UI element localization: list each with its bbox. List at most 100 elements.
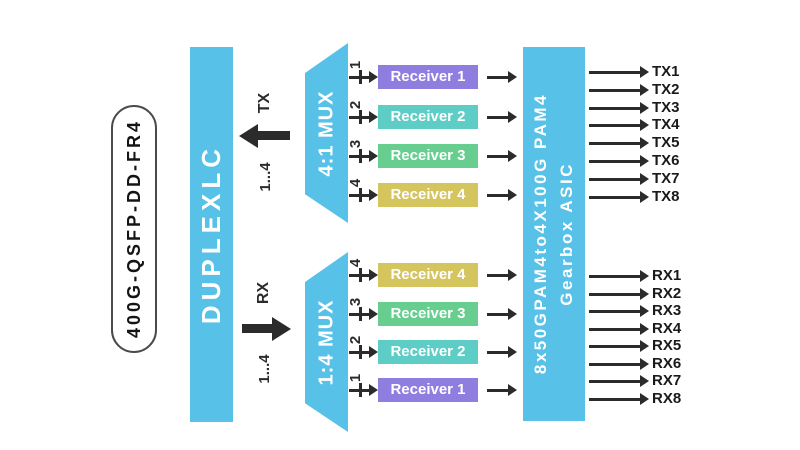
mux-4to1-label: 4:1 MUX [315,90,337,176]
receiver-block: Receiver 1 [378,65,478,89]
duplex-lc-block: DUPLEXLC [190,47,233,422]
gearbox-label-line2-wrap: Gearbox ASIC [552,47,582,421]
output-arrow-head [640,270,649,282]
lane-arrow-line [349,274,370,277]
output-arrow-head [640,375,649,387]
output-arrow-head [640,66,649,78]
receiver-block: Receiver 3 [378,302,478,326]
rx-direction-label: RX [255,281,272,305]
output-arrow-line [589,124,640,127]
receiver-to-gearbox-head [508,111,517,123]
receiver-to-gearbox-head [508,150,517,162]
lane-arrow-line [349,351,370,354]
output-arrow-head [640,358,649,370]
output-label: TX6 [652,152,680,169]
output-label: RX1 [652,267,682,284]
output-label: TX8 [652,188,680,205]
lane-arrow-head [369,111,378,123]
lane-arrow-line [349,155,370,158]
lane-arrow-head [369,384,378,396]
output-label: RX3 [652,302,682,319]
gearbox-label-line2: Gearbox ASIC [557,162,576,306]
output-label: TX5 [652,134,680,151]
output-label: RX6 [652,355,682,372]
output-arrow-head [640,137,649,149]
gearbox-asic-block [523,47,585,421]
tx-direction-label: TX [256,92,273,114]
tx-fiber-arrow-shaft [257,131,290,140]
output-label: RX4 [652,320,682,337]
lane-arrow-line [349,313,370,316]
tx-fiber-arrow-head [239,123,258,148]
output-arrow-head [640,102,649,114]
output-label: TX1 [652,63,680,80]
output-arrow-head [640,305,649,317]
output-label: TX4 [652,116,680,133]
output-label: RX8 [652,390,682,407]
output-arrow-line [589,71,640,74]
output-arrow-line [589,363,640,366]
output-arrow-line [589,380,640,383]
output-arrow-line [589,293,640,296]
output-arrow-head [640,340,649,352]
output-arrow-line [589,275,640,278]
rx-fiber-arrow-shaft [242,324,273,333]
rx-fiber-lanes-label: 1...4 [255,354,273,384]
lane-arrow-line [349,194,370,197]
receiver-block: Receiver 1 [378,378,478,402]
receiver-to-gearbox-head [508,189,517,201]
receiver-to-gearbox-line [487,274,509,277]
output-arrow-line [589,345,640,348]
module-pill: 400G-QSFP-DD-FR4 [111,105,157,353]
output-arrow-head [640,155,649,167]
lane-arrow-head [369,189,378,201]
module-label: 400G-QSFP-DD-FR4 [123,119,144,339]
receiver-block: Receiver 4 [378,263,478,287]
lane-arrow-head [369,150,378,162]
mux-4to1-block: 4:1 MUX [305,43,348,223]
output-arrow-line [589,107,640,110]
receiver-to-gearbox-line [487,116,509,119]
output-arrow-line [589,89,640,92]
output-arrow-line [589,196,640,199]
output-label: RX7 [652,372,682,389]
output-arrow-head [640,84,649,96]
output-arrow-line [589,398,640,401]
output-arrow-head [640,119,649,131]
receiver-to-gearbox-head [508,269,517,281]
lane-arrow-line [349,76,370,79]
output-label: TX3 [652,99,680,116]
rx-fiber-arrow-head [272,316,291,341]
lane-arrow-line [349,116,370,119]
lane-arrow-head [369,71,378,83]
receiver-block: Receiver 2 [378,340,478,364]
output-label: RX5 [652,337,682,354]
output-arrow-line [589,328,640,331]
lane-arrow-head [369,308,378,320]
receiver-to-gearbox-line [487,194,509,197]
receiver-to-gearbox-head [508,384,517,396]
output-label: TX2 [652,81,680,98]
receiver-to-gearbox-line [487,351,509,354]
output-arrow-head [640,323,649,335]
output-arrow-head [640,191,649,203]
mux-1to4-label: 1:4 MUX [315,299,337,385]
output-label: TX7 [652,170,680,187]
output-arrow-line [589,310,640,313]
lane-arrow-head [369,269,378,281]
tx-fiber-lanes-label: 1...4 [256,162,274,192]
receiver-to-gearbox-line [487,389,509,392]
mux-1to4-block: 1:4 MUX [305,252,348,432]
output-arrow-line [589,160,640,163]
duplex-lc-label: DUPLEXLC [196,144,226,325]
output-arrow-line [589,178,640,181]
receiver-to-gearbox-line [487,313,509,316]
receiver-to-gearbox-line [487,155,509,158]
receiver-to-gearbox-head [508,346,517,358]
receiver-to-gearbox-line [487,76,509,79]
output-arrow-head [640,173,649,185]
output-arrow-line [589,142,640,145]
output-arrow-head [640,288,649,300]
lane-arrow-line [349,389,370,392]
